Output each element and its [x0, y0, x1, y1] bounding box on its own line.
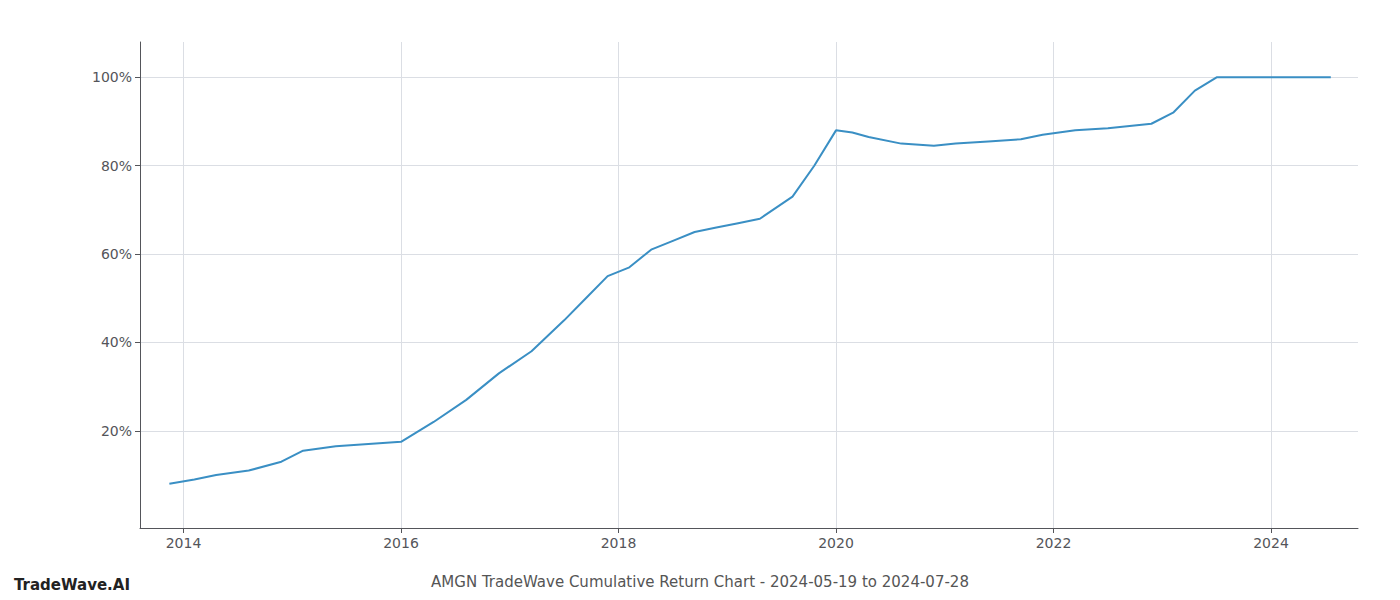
svg-text:2024: 2024 — [1253, 535, 1289, 551]
svg-text:2016: 2016 — [383, 535, 419, 551]
svg-text:TradeWave.AI: TradeWave.AI — [14, 576, 130, 594]
svg-text:20%: 20% — [101, 423, 132, 439]
svg-text:2020: 2020 — [818, 535, 854, 551]
svg-text:2022: 2022 — [1036, 535, 1072, 551]
svg-text:AMGN TradeWave Cumulative Retu: AMGN TradeWave Cumulative Return Chart -… — [431, 573, 969, 591]
svg-text:2018: 2018 — [601, 535, 637, 551]
svg-text:2014: 2014 — [166, 535, 202, 551]
svg-text:60%: 60% — [101, 246, 132, 262]
svg-text:40%: 40% — [101, 334, 132, 350]
svg-text:100%: 100% — [92, 69, 132, 85]
svg-text:80%: 80% — [101, 158, 132, 174]
